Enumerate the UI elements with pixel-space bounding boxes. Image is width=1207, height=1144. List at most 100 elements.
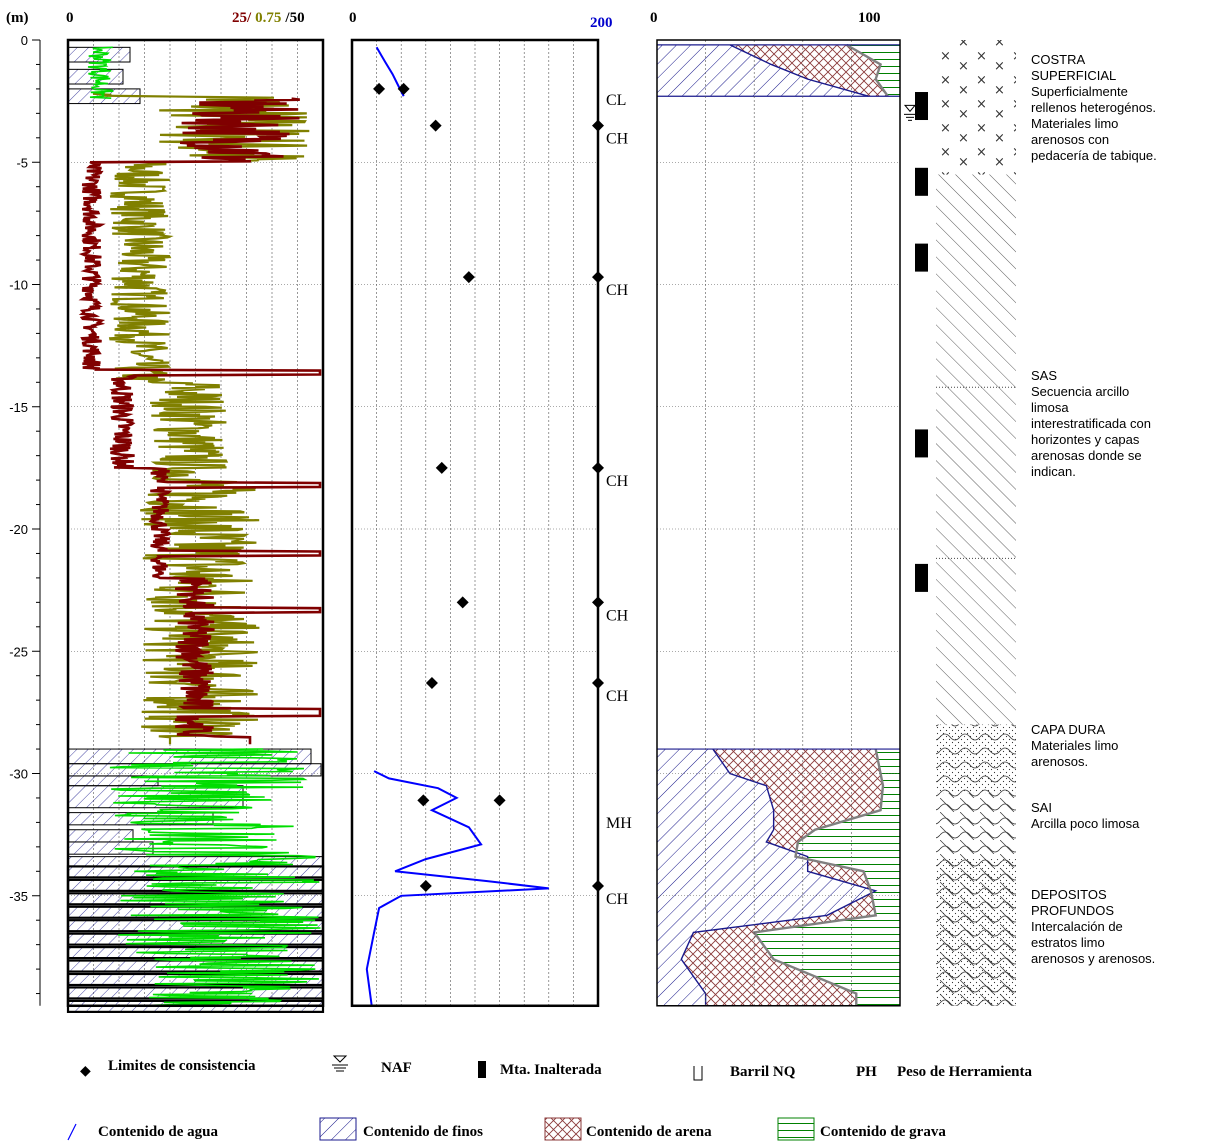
gran-bottom-fines-boundary — [680, 748, 878, 1006]
stratum-description-line: Arcilla poco limosa — [1031, 816, 1140, 831]
consistency-limit-marker — [419, 879, 432, 892]
consistency-limit-marker — [425, 677, 438, 690]
legend-naf-label: NAF — [381, 1060, 412, 1076]
panel1-qc-max: 25/ — [232, 10, 252, 26]
depth-tick-label: -5 — [16, 155, 28, 170]
water-content-line-bottom — [365, 770, 549, 1006]
depth-tick-label: 0 — [21, 33, 28, 48]
consistency-limit-marker — [417, 794, 430, 807]
panel-granulometry — [656, 39, 901, 1007]
legend: ◆ Limites de consistencia NAF Mta. Inalt… — [67, 1055, 1032, 1141]
stratum-title: SAS — [1031, 368, 1057, 383]
uscs-class-label: MH — [606, 815, 632, 832]
stratum-costra — [936, 40, 1016, 175]
undisturbed-sample-marker — [915, 429, 928, 458]
legend-fines-swatch — [319, 1117, 357, 1141]
stratum-sas — [936, 174, 1016, 725]
stratum-description-line: Materiales limo — [1031, 738, 1118, 753]
gran-top-fines-boundary — [729, 44, 869, 97]
uscs-class-label: CH — [606, 131, 629, 148]
legend-barrel-label: Barril NQ — [730, 1064, 796, 1080]
gran-top-sand-boundary — [845, 43, 889, 97]
depth-tick-label: -30 — [9, 767, 28, 782]
panel2-frame — [350, 38, 600, 1008]
depth-tick-label: -15 — [9, 400, 28, 415]
legend-water-icon — [67, 1123, 77, 1141]
strata-descriptions: COSTRASUPERFICIALSuperficialmenterelleno… — [1031, 52, 1157, 966]
consistency-limit-marker — [456, 596, 469, 609]
panel1-w-max: /50 — [284, 10, 304, 26]
depth-tick-label: -25 — [9, 644, 28, 659]
panel1-frame — [66, 38, 325, 1008]
gran-bottom-sand-boundary — [752, 748, 885, 1006]
stratum-description-line: arenosos y arenosos. — [1031, 951, 1155, 966]
panel3-frame — [656, 39, 901, 1007]
stratum-sai — [936, 793, 1016, 860]
strata-column — [936, 40, 1016, 1006]
uscs-class-label: CH — [606, 891, 629, 908]
legend-fines-label: Contenido de finos — [363, 1124, 483, 1140]
panel3-x-tick-100: 100 — [858, 10, 881, 26]
stratum-description-line: Materiales limo — [1031, 116, 1118, 131]
panel2-x-tick-0: 0 — [349, 10, 357, 26]
stratum-description-line: horizontes y capas — [1031, 432, 1140, 447]
stratum-title: PROFUNDOS — [1031, 903, 1114, 918]
fs-trace — [92, 92, 310, 745]
stratum-description-line: limosa — [1031, 400, 1069, 415]
consistency-limit-marker — [397, 82, 410, 95]
uscs-class-label: CH — [606, 282, 629, 299]
gran-bottom-fines-area — [657, 749, 876, 1006]
legend-sample-icon — [478, 1061, 486, 1078]
consistency-limit-marker — [373, 82, 386, 95]
consistency-limit-marker — [493, 794, 506, 807]
stratum-description-line: Intercalación de — [1031, 919, 1123, 934]
legend-ph-label: Peso de Herramienta — [897, 1064, 1032, 1080]
legend-sand-label: Contenido de arena — [586, 1124, 712, 1140]
panel2-x-tick-200: 200 — [590, 15, 613, 31]
samples-column — [903, 92, 928, 592]
qc-trace — [78, 97, 322, 745]
stratum-title: DEPOSITOS — [1031, 887, 1107, 902]
stratum-description-line: arenosas donde se — [1031, 448, 1142, 463]
stratum-description-line: pedacería de tabique. — [1031, 148, 1157, 163]
panel3-x-tick-0: 0 — [650, 10, 658, 26]
stratum-title: CAPA DURA — [1031, 722, 1105, 737]
legend-sample-label: Mta. Inalterada — [500, 1062, 602, 1078]
panel-penetration — [66, 38, 325, 1013]
stratum-title: COSTRA — [1031, 52, 1086, 67]
panel1-x-tick-0: 0 — [66, 10, 74, 26]
stratum-title: SUPERFICIAL — [1031, 68, 1116, 83]
naf-symbol — [903, 104, 917, 121]
depth-unit-label: (m) — [6, 10, 29, 26]
green-trace-top — [87, 46, 114, 99]
stratum-description-line: interestratificada con — [1031, 416, 1151, 431]
panel1-fs-max: 0.75 — [255, 10, 281, 26]
uscs-class-label: CH — [606, 473, 629, 490]
stratum-description-line: estratos limo — [1031, 935, 1105, 950]
legend-sand-swatch — [544, 1117, 582, 1141]
depth-tick-label: -35 — [9, 889, 28, 904]
consistency-limit-marker — [435, 461, 448, 474]
undisturbed-sample-marker — [915, 92, 928, 121]
gran-top-fines-area — [657, 44, 869, 97]
legend-limits-label: Limites de consistencia — [108, 1058, 256, 1074]
stratum-title: SAI — [1031, 800, 1052, 815]
stratum-depositos-wave — [936, 859, 1016, 1006]
legend-gravel-label: Contenido de grava — [820, 1124, 946, 1140]
undisturbed-sample-marker — [915, 563, 928, 592]
legend-water-label: Contenido de agua — [98, 1124, 219, 1140]
green-trace-bottom — [109, 748, 321, 1007]
consistency-limit-marker — [462, 271, 475, 284]
stratum-description-line: Secuencia arcillo — [1031, 384, 1129, 399]
undisturbed-sample-marker — [915, 243, 928, 272]
panel1-x-tick-right: 25/0.75/50 — [232, 10, 305, 26]
uscs-class-label: CL — [606, 92, 626, 109]
depth-tick-label: -10 — [9, 278, 28, 293]
depth-tick-label: -20 — [9, 522, 28, 537]
stratum-description-line: rellenos heterogénos. — [1031, 100, 1156, 115]
legend-naf-icon — [332, 1055, 348, 1072]
undisturbed-sample-marker — [915, 167, 928, 196]
uscs-class-label: CH — [606, 607, 629, 624]
uscs-class-label: CH — [606, 688, 629, 705]
